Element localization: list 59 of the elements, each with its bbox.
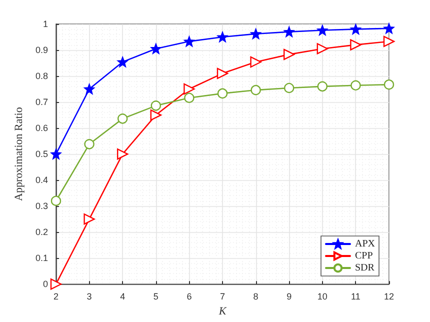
point — [184, 83, 195, 95]
x-tick-label: 7 — [220, 292, 226, 302]
point — [117, 148, 128, 160]
point — [184, 36, 194, 47]
x-axis-title: K — [218, 306, 227, 318]
point — [84, 84, 94, 94]
point — [118, 114, 128, 124]
y-tick-label: 0.9 — [35, 45, 48, 56]
point — [384, 23, 394, 34]
point — [350, 80, 361, 90]
point — [216, 68, 228, 80]
y-tick-label: 0 — [42, 279, 48, 290]
point — [250, 28, 261, 39]
y-axis-title: Approximation Ratio — [13, 106, 26, 201]
point — [150, 109, 162, 121]
point — [383, 36, 395, 48]
point — [118, 56, 128, 68]
y-tick-label: 0.6 — [35, 123, 48, 134]
point — [317, 81, 328, 92]
x-tick-label: 5 — [153, 292, 158, 302]
point — [384, 80, 394, 90]
point — [150, 44, 161, 54]
y-tick-label: 0.4 — [35, 175, 48, 186]
point — [284, 82, 294, 94]
y-tick-label: 0.5 — [35, 149, 48, 160]
x-tick-label: 4 — [120, 292, 126, 302]
point — [317, 25, 328, 36]
x-tick-label: 8 — [253, 292, 258, 302]
point — [150, 100, 161, 111]
y-tick-label: 0.7 — [35, 97, 48, 108]
legend-label: APX — [354, 238, 376, 250]
legend-label: SDR — [354, 262, 375, 274]
x-tick-label: 3 — [86, 292, 92, 302]
x-tick-label: 12 — [384, 292, 394, 302]
point — [284, 48, 295, 60]
y-tick-label: 0.8 — [35, 71, 48, 82]
point — [284, 26, 294, 37]
point — [50, 148, 62, 160]
point — [84, 213, 95, 225]
point — [316, 43, 328, 54]
x-tick-label: 2 — [53, 292, 59, 302]
point — [184, 92, 194, 103]
legend-label: CPP — [354, 250, 374, 262]
x-tick-label: 6 — [186, 292, 192, 302]
point — [217, 88, 228, 99]
x-tick-label: 11 — [351, 292, 360, 302]
y-tick-label: 0.1 — [35, 253, 48, 264]
point — [250, 56, 262, 68]
point — [350, 24, 361, 34]
point — [217, 32, 228, 42]
y-tick-label: 0.3 — [35, 201, 48, 212]
point — [250, 84, 261, 96]
y-tick-label: 1 — [42, 19, 48, 29]
y-tick-label: 0.2 — [35, 227, 48, 238]
x-tick-label: 9 — [286, 292, 292, 302]
x-tick-label: 10 — [317, 292, 328, 302]
point — [84, 139, 94, 150]
point — [50, 196, 62, 206]
point — [350, 39, 362, 50]
